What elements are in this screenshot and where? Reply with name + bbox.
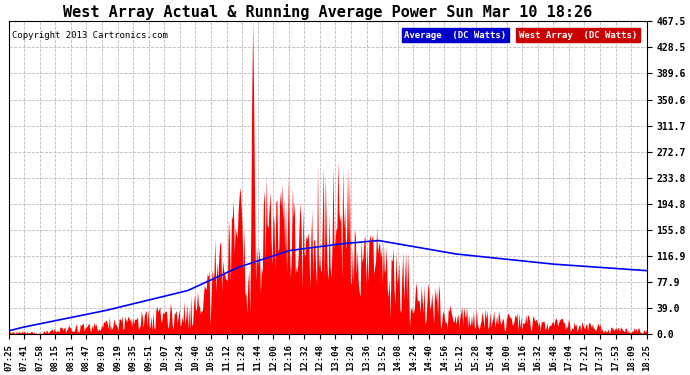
Text: Average  (DC Watts): Average (DC Watts): [404, 31, 506, 40]
Text: West Array  (DC Watts): West Array (DC Watts): [519, 31, 638, 40]
Title: West Array Actual & Running Average Power Sun Mar 10 18:26: West Array Actual & Running Average Powe…: [63, 4, 592, 20]
Text: Copyright 2013 Cartronics.com: Copyright 2013 Cartronics.com: [12, 31, 168, 40]
